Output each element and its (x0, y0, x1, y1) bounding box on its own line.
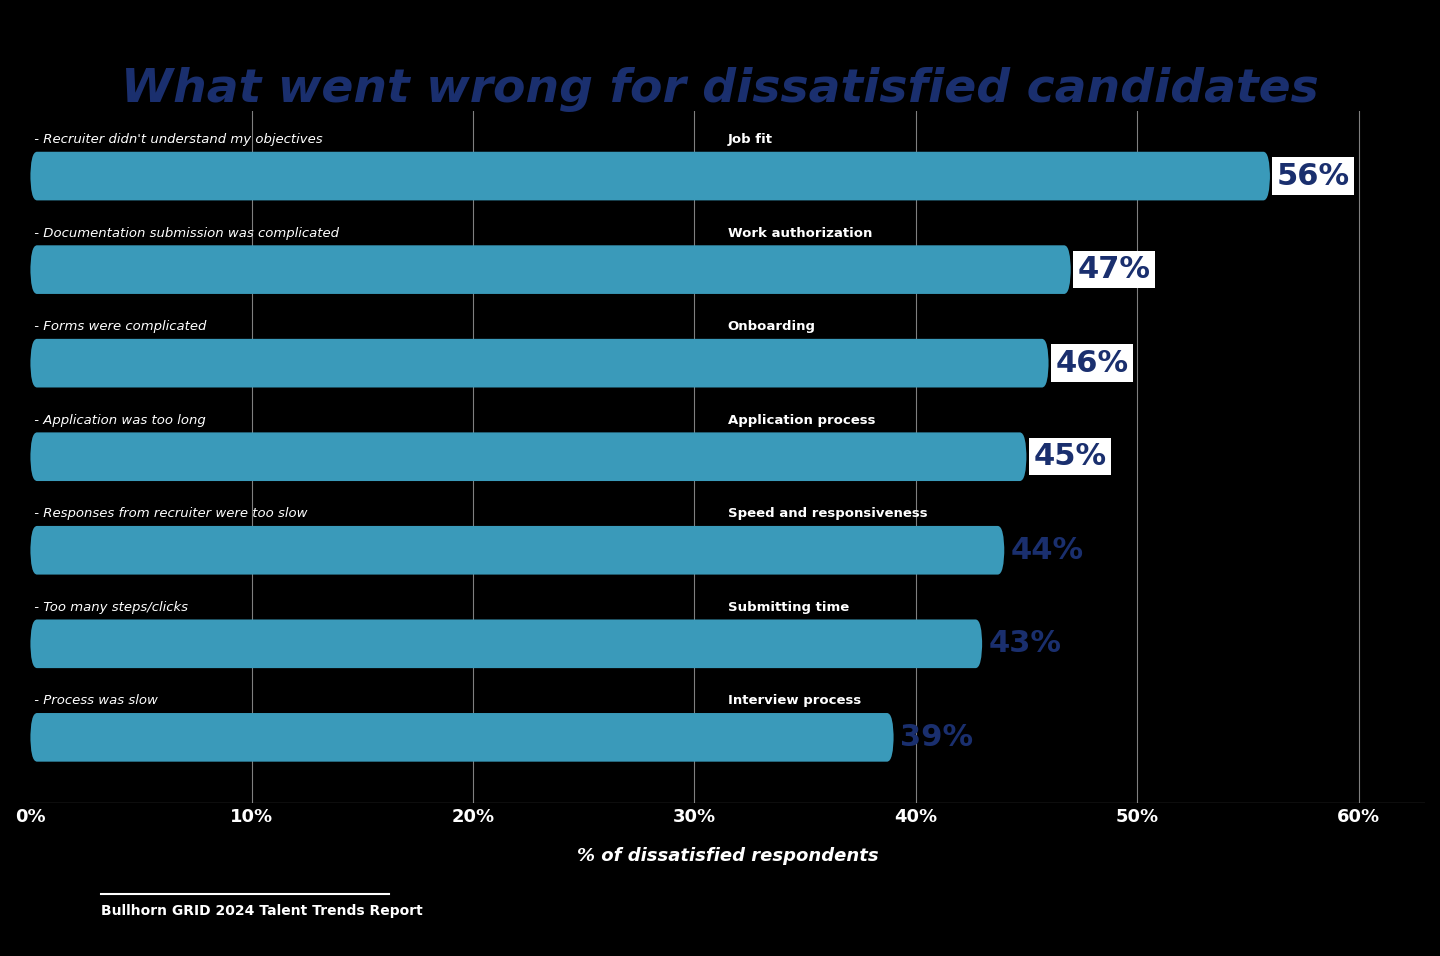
Text: Job fit: Job fit (727, 133, 773, 146)
Text: 39%: 39% (900, 723, 973, 751)
FancyBboxPatch shape (30, 432, 1027, 481)
FancyBboxPatch shape (30, 246, 1071, 293)
Text: What went wrong for dissatisfied candidates: What went wrong for dissatisfied candida… (121, 67, 1319, 112)
Text: 45%: 45% (1032, 443, 1106, 471)
FancyBboxPatch shape (30, 713, 894, 762)
Text: Submitting time: Submitting time (727, 601, 850, 614)
Text: Bullhorn GRID 2024 Talent Trends Report: Bullhorn GRID 2024 Talent Trends Report (101, 903, 422, 918)
Text: - Application was too long: - Application was too long (30, 414, 206, 426)
FancyBboxPatch shape (30, 338, 1048, 387)
Text: - Documentation submission was complicated: - Documentation submission was complicat… (30, 227, 340, 240)
Text: - Too many steps/clicks: - Too many steps/clicks (30, 601, 189, 614)
FancyBboxPatch shape (30, 152, 1270, 201)
Text: 43%: 43% (989, 629, 1061, 659)
Text: - Process was slow: - Process was slow (30, 694, 158, 707)
Text: 46%: 46% (1056, 349, 1129, 378)
Bar (30, 338, 1048, 387)
Bar (30, 246, 1071, 293)
Text: 44%: 44% (1011, 535, 1084, 565)
Text: 56%: 56% (1277, 162, 1349, 190)
Text: - Recruiter didn't understand my objectives: - Recruiter didn't understand my objecti… (30, 133, 323, 146)
Text: 47%: 47% (1077, 255, 1151, 284)
Text: Work authorization: Work authorization (727, 227, 873, 240)
Bar (30, 432, 1027, 481)
Text: Onboarding: Onboarding (727, 320, 815, 334)
FancyBboxPatch shape (30, 619, 982, 668)
Text: Speed and responsiveness: Speed and responsiveness (727, 508, 927, 520)
Bar (30, 152, 1270, 201)
Text: - Forms were complicated: - Forms were complicated (30, 320, 207, 334)
Text: Interview process: Interview process (727, 694, 861, 707)
Bar (30, 619, 982, 668)
Text: Application process: Application process (727, 414, 876, 426)
Text: - Responses from recruiter were too slow: - Responses from recruiter were too slow (30, 508, 308, 520)
FancyBboxPatch shape (30, 526, 1004, 575)
Bar (30, 713, 894, 762)
X-axis label: % of dissatisfied respondents: % of dissatisfied respondents (577, 846, 878, 864)
Bar (30, 526, 1004, 575)
